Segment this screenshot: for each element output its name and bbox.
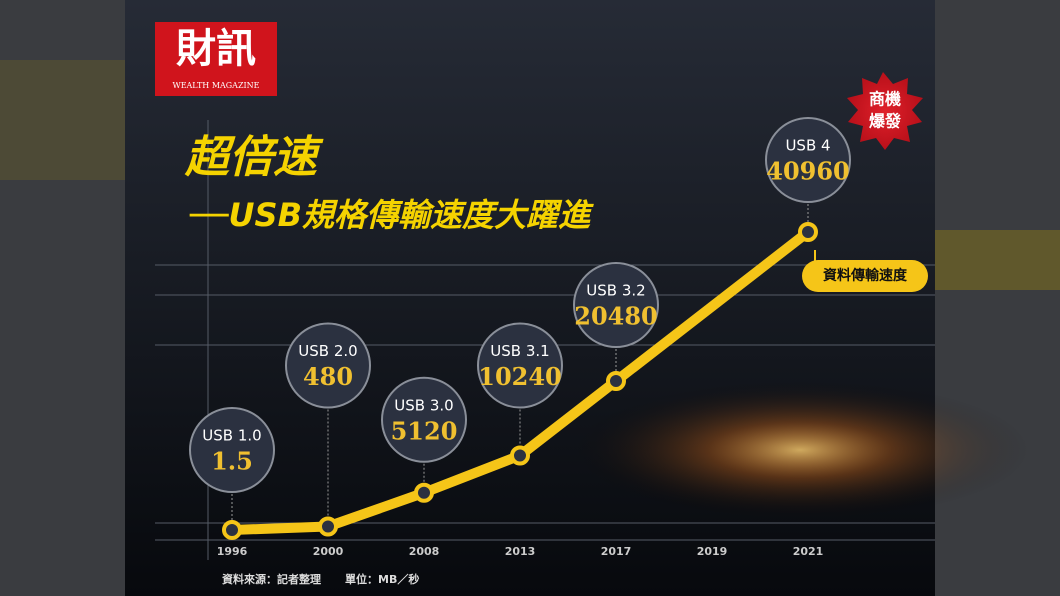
unit: 單位：MB／秒 xyxy=(345,572,419,586)
logo-box xyxy=(155,22,277,96)
point-name: USB 3.2 xyxy=(586,282,645,300)
data-line xyxy=(231,228,812,535)
data-point xyxy=(318,516,338,537)
data-point xyxy=(606,371,626,391)
x-tick-label: 2013 xyxy=(505,545,536,558)
value-label: 5120 xyxy=(391,416,458,445)
data-point xyxy=(798,222,818,242)
x-tick-label: 2019 xyxy=(697,545,728,558)
bubble xyxy=(189,406,275,493)
bubble xyxy=(477,322,563,409)
side-blur xyxy=(935,230,1060,290)
data-point xyxy=(222,519,242,540)
value-label: 1.5 xyxy=(211,446,253,475)
data-point xyxy=(510,445,530,466)
point-name: USB 2.0 xyxy=(298,342,357,360)
x-tick-label: 2021 xyxy=(793,545,824,558)
point-name: USB 3.0 xyxy=(394,396,453,414)
bubble xyxy=(765,117,851,203)
side-blur xyxy=(0,60,125,180)
data-point xyxy=(414,482,434,503)
badge-text: 爆發 xyxy=(869,112,902,131)
value-label: 20480 xyxy=(574,302,658,331)
bubble xyxy=(381,376,467,463)
chart-title: 超倍速 xyxy=(184,132,324,183)
point-name: USB 1.0 xyxy=(202,426,261,444)
x-tick-label: 2017 xyxy=(601,545,632,558)
bubble xyxy=(573,262,659,348)
value-label: 10240 xyxy=(478,362,562,391)
x-tick-label: 2008 xyxy=(409,545,440,558)
badge-text: 商機 xyxy=(869,90,901,109)
light-glow xyxy=(570,380,1030,520)
source: 資料來源：記者整理 xyxy=(222,572,321,586)
badge xyxy=(847,72,923,150)
point-name: USB 3.1 xyxy=(490,342,549,360)
bubble xyxy=(285,322,371,409)
legend-box xyxy=(802,260,928,292)
chart-subtitle: ──USB規格傳輸速度大躍進 xyxy=(189,196,594,234)
x-tick-label: 2000 xyxy=(313,545,344,558)
legend-label: 資料傳輸速度 xyxy=(823,267,908,284)
value-label: 40960 xyxy=(766,157,850,186)
point-name: USB 4 xyxy=(785,137,830,155)
x-tick-label: 1996 xyxy=(217,545,248,558)
value-label: 480 xyxy=(303,362,353,391)
logo-subtitle: WEALTH MAGAZINE xyxy=(172,81,259,90)
logo-title: 財訊 xyxy=(176,25,256,72)
